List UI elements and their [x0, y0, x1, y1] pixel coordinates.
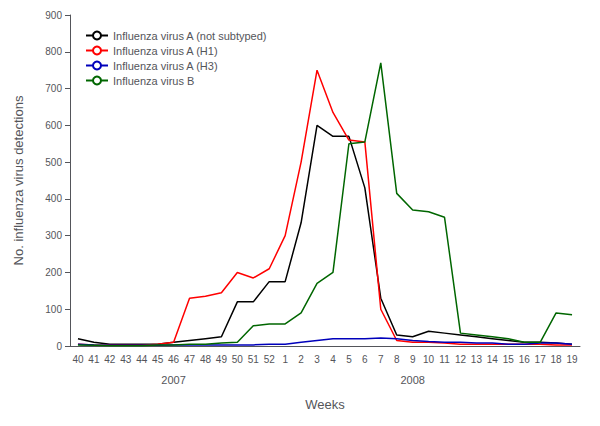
svg-text:10: 10	[423, 354, 435, 365]
svg-text:19: 19	[566, 354, 578, 365]
svg-text:42: 42	[104, 354, 116, 365]
svg-text:0: 0	[56, 341, 62, 352]
svg-text:No. influenza virus detections: No. influenza virus detections	[11, 95, 26, 265]
svg-text:43: 43	[120, 354, 132, 365]
svg-text:17: 17	[535, 354, 547, 365]
svg-text:300: 300	[45, 230, 62, 241]
svg-text:200: 200	[45, 267, 62, 278]
svg-text:600: 600	[45, 120, 62, 131]
svg-text:12: 12	[455, 354, 467, 365]
svg-text:16: 16	[519, 354, 531, 365]
svg-text:100: 100	[45, 304, 62, 315]
svg-text:Influenza virus B: Influenza virus B	[113, 75, 194, 87]
svg-text:52: 52	[264, 354, 276, 365]
svg-text:2008: 2008	[400, 374, 424, 386]
svg-text:800: 800	[45, 46, 62, 57]
svg-text:48: 48	[200, 354, 212, 365]
svg-text:46: 46	[168, 354, 180, 365]
svg-text:41: 41	[88, 354, 100, 365]
svg-text:2: 2	[298, 354, 304, 365]
svg-text:Weeks: Weeks	[305, 397, 345, 412]
svg-text:Influenza virus A (H3): Influenza virus A (H3)	[113, 60, 218, 72]
svg-text:8: 8	[394, 354, 400, 365]
svg-text:2007: 2007	[161, 374, 185, 386]
svg-text:13: 13	[471, 354, 483, 365]
svg-text:4: 4	[330, 354, 336, 365]
svg-text:40: 40	[72, 354, 84, 365]
svg-text:11: 11	[439, 354, 450, 365]
svg-text:500: 500	[45, 157, 62, 168]
svg-text:700: 700	[45, 83, 62, 94]
svg-text:1: 1	[282, 354, 288, 365]
svg-text:Influenza virus A (H1): Influenza virus A (H1)	[113, 45, 218, 57]
svg-text:5: 5	[346, 354, 352, 365]
svg-text:400: 400	[45, 193, 62, 204]
svg-text:51: 51	[248, 354, 260, 365]
svg-text:3: 3	[314, 354, 320, 365]
svg-text:7: 7	[378, 354, 384, 365]
svg-text:14: 14	[487, 354, 499, 365]
svg-text:15: 15	[503, 354, 515, 365]
svg-text:47: 47	[184, 354, 196, 365]
svg-text:45: 45	[152, 354, 164, 365]
svg-text:900: 900	[45, 10, 62, 21]
svg-text:49: 49	[216, 354, 228, 365]
svg-text:6: 6	[362, 354, 368, 365]
svg-text:Influenza virus A (not subtype: Influenza virus A (not subtyped)	[113, 30, 266, 42]
svg-text:50: 50	[232, 354, 244, 365]
svg-text:9: 9	[410, 354, 416, 365]
svg-text:18: 18	[551, 354, 563, 365]
svg-text:44: 44	[136, 354, 148, 365]
